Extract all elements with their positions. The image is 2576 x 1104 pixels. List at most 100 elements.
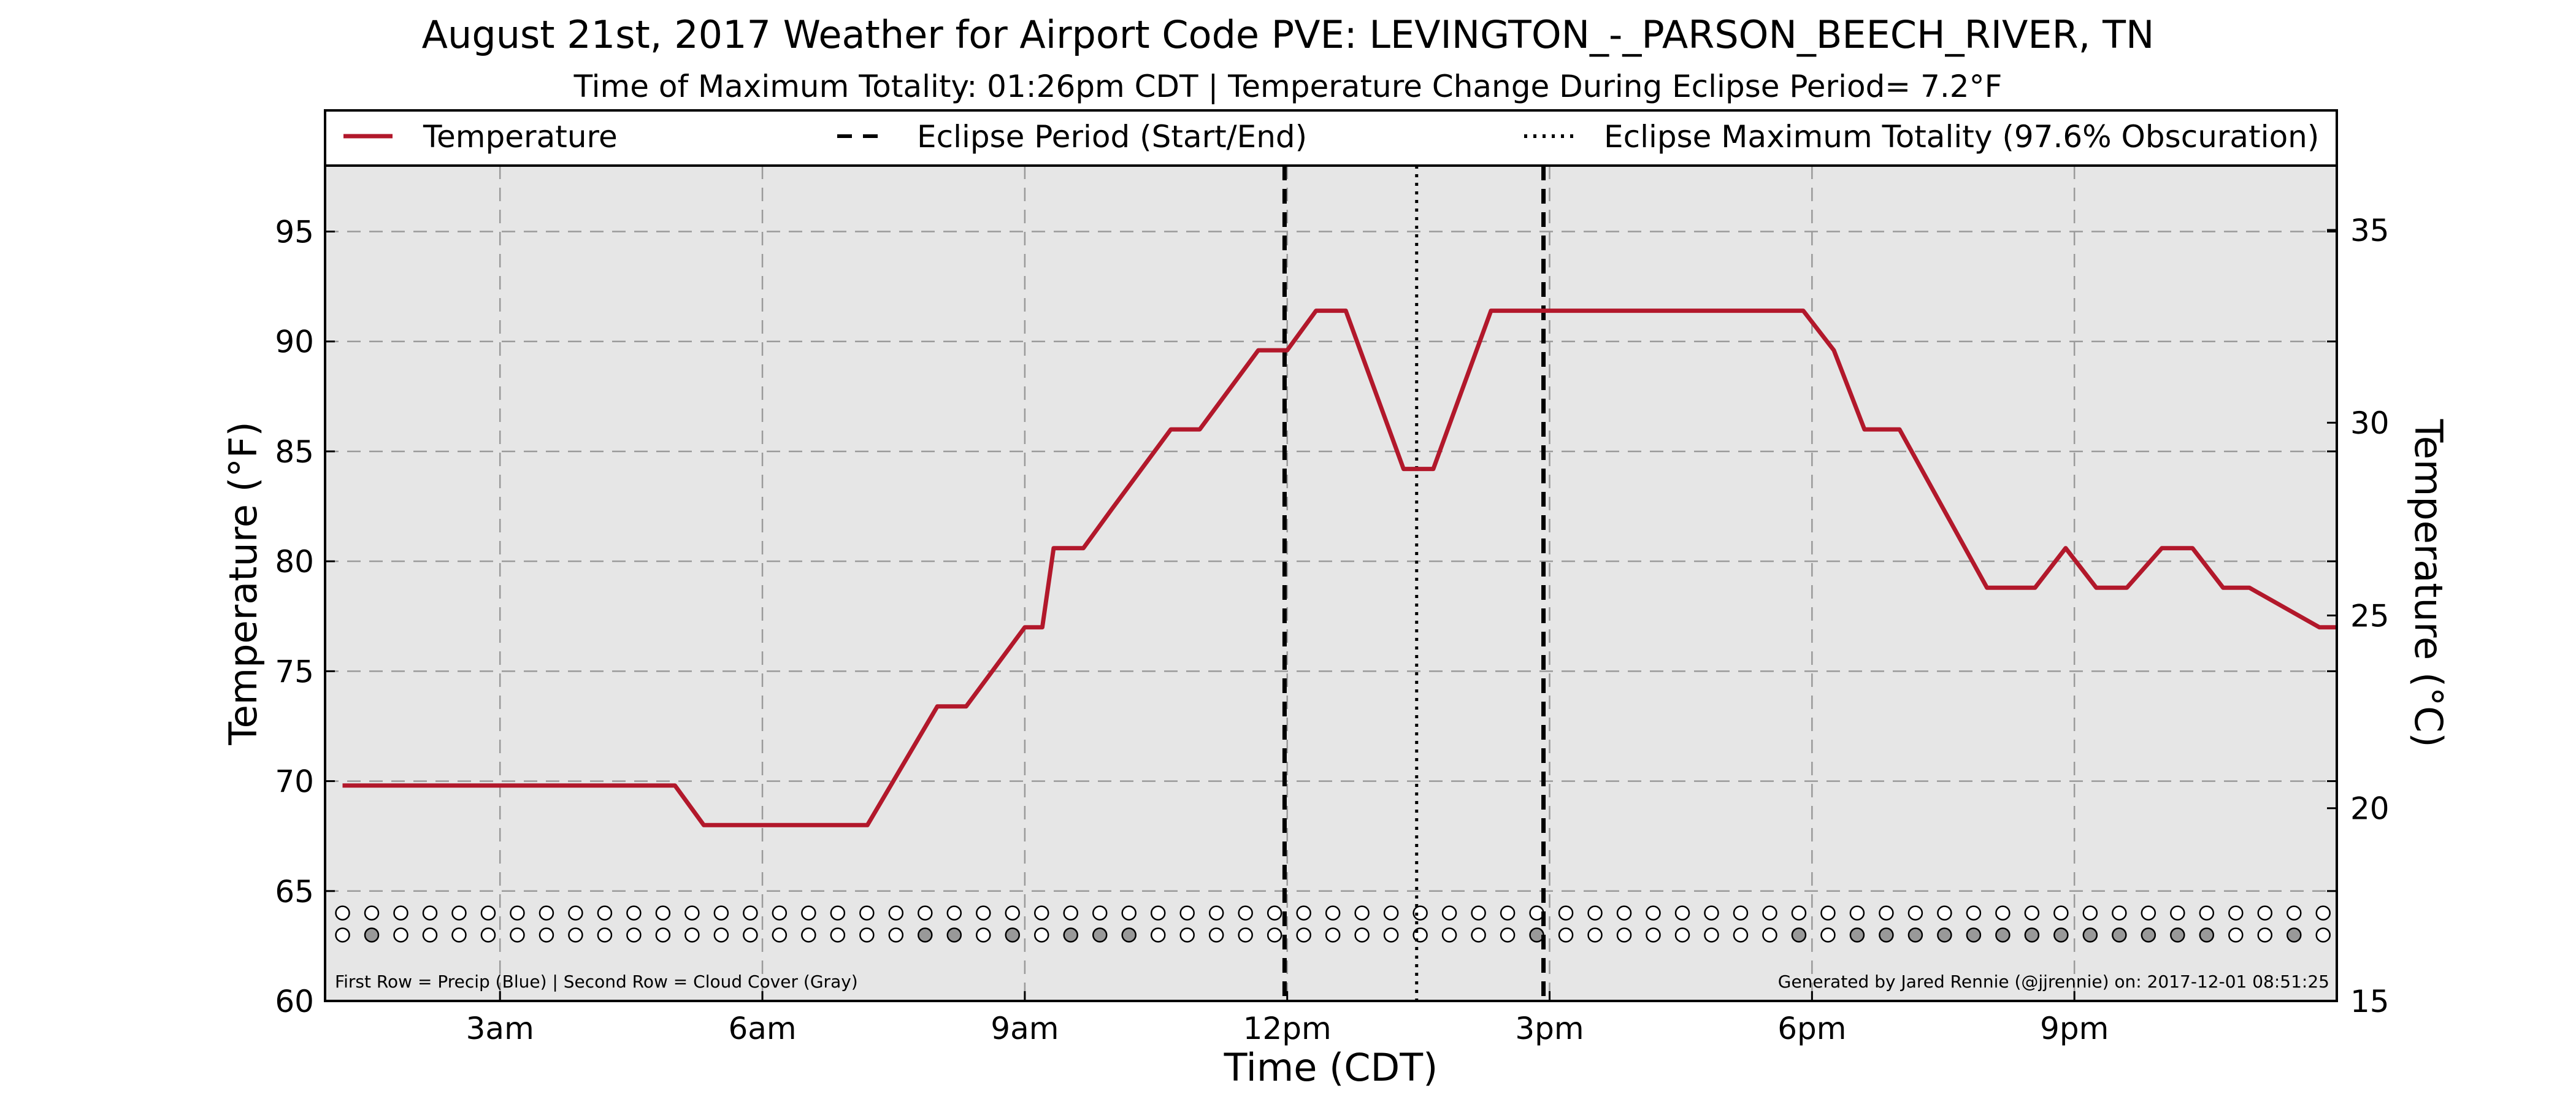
x-axis-label: Time (CDT) (1224, 1045, 1438, 1090)
cloud-dot (1674, 927, 1690, 943)
cloud-dot (335, 927, 350, 943)
eclipse-lines (1282, 166, 1546, 1001)
precip-dot (2053, 905, 2069, 921)
cloud-dot (1238, 927, 1253, 943)
precip-dot (1733, 905, 1749, 921)
precip-dot (1034, 905, 1049, 921)
cloud-dot (1150, 927, 1166, 943)
cloud-dot (888, 927, 904, 943)
cloud-dot (1063, 927, 1078, 943)
cloud-dot (2082, 927, 2098, 943)
cloud-dot (451, 927, 467, 943)
precip-dot (888, 905, 904, 921)
cloud-dot (510, 927, 525, 943)
precip-dot (1354, 905, 1370, 921)
y-tick-label: 65 (275, 874, 314, 910)
cloud-dot (597, 927, 613, 943)
chart-subtitle: Time of Maximum Totality: 01:26pm CDT | … (573, 69, 2003, 104)
y-tick-label: 75 (275, 654, 314, 689)
precip-dot (1267, 905, 1282, 921)
footnote-right: Generated by Jared Rennie (@jjrennie) on… (1778, 972, 2329, 992)
cloud-dot (1937, 927, 1952, 943)
cloud-dot (2170, 927, 2185, 943)
cloud-dot (1995, 927, 2011, 943)
precip-dot (713, 905, 729, 921)
cloud-dot (859, 927, 875, 943)
precip-dot (1762, 905, 1777, 921)
precip-dot (422, 905, 438, 921)
cloud-dot (1296, 927, 1311, 943)
cloud-dot (422, 927, 438, 943)
x-tick-label: 6pm (1777, 1011, 1846, 1046)
series-lines (342, 309, 2337, 827)
precip-dot (1646, 905, 1661, 921)
x-tick-label: 9am (991, 1011, 1059, 1046)
cloud-dot (2257, 927, 2273, 943)
cloud-dot (713, 927, 729, 943)
precip-dot (1674, 905, 1690, 921)
precip-dot (1325, 905, 1341, 921)
cloud-dot (480, 927, 496, 943)
x-axis: 3am 6am 9am 12pm 3pm 6pm 9pm (466, 991, 2109, 1046)
precip-dot (2315, 905, 2331, 921)
cloud-dot (1441, 927, 1457, 943)
precip-dot (946, 905, 962, 921)
cloud-dot (2287, 927, 2302, 943)
temperature-line (342, 309, 2337, 827)
cloud-dot (1179, 927, 1195, 943)
y-axis-left: 60 65 70 75 80 85 90 95 (275, 215, 2337, 1019)
y-axis-label-right: Temperature (°C) (2406, 418, 2451, 747)
y-tick-label: 90 (275, 324, 314, 360)
precip-dot (772, 905, 788, 921)
precip-dot (2024, 905, 2040, 921)
precip-dot (539, 905, 554, 921)
precip-dot (1383, 905, 1399, 921)
cloud-dot (2228, 927, 2244, 943)
legend: Temperature Eclipse Period (Start/End) Ecl… (324, 109, 2338, 167)
cloud-dot (1820, 927, 1836, 943)
cloud-dot (1325, 927, 1341, 943)
precip-dot (1791, 905, 1807, 921)
y-right-tick-label: 15 (2350, 984, 2390, 1019)
precip-dot (1704, 905, 1719, 921)
y-tick-label: 60 (275, 984, 314, 1019)
cloud-dot (946, 927, 962, 943)
cloud-dot (1791, 927, 1807, 943)
cloud-dot (1034, 927, 1049, 943)
cloud-dot (743, 927, 758, 943)
y-right-tick-label: 30 (2350, 405, 2390, 441)
cloud-dot (918, 927, 933, 943)
cloud-dot (1354, 927, 1370, 943)
precip-dot (626, 905, 642, 921)
legend-label-temperature: Temperature (423, 119, 618, 155)
y-tick-label: 95 (275, 215, 314, 250)
cloud-dot (1208, 927, 1224, 943)
precip-dot (2082, 905, 2098, 921)
cloud-dot (2024, 927, 2040, 943)
precip-dot (1500, 905, 1516, 921)
precip-dot (1616, 905, 1632, 921)
precip-dot (976, 905, 991, 921)
cloud-dot (801, 927, 816, 943)
cloud-dot (1849, 927, 1865, 943)
precip-dot (2228, 905, 2244, 921)
precip-dot (2141, 905, 2156, 921)
cloud-dot (830, 927, 846, 943)
y-tick-label: 80 (275, 544, 314, 580)
chart-title: August 21st, 2017 Weather for Airport Co… (422, 12, 2155, 57)
cloud-dot (2199, 927, 2215, 943)
cloud-dot (1121, 927, 1137, 943)
y-axis-label: Temperature (°F) (221, 421, 266, 745)
legend-label-max_totality: Eclipse Maximum Totality (97.6% Obscurat… (1604, 119, 2319, 155)
precip-dot (2112, 905, 2127, 921)
precip-dot (1558, 905, 1574, 921)
x-tick-label: 6am (728, 1011, 796, 1046)
precip-dot (480, 905, 496, 921)
precip-dot (1092, 905, 1108, 921)
precip-dot (597, 905, 613, 921)
precip-dot (1005, 905, 1021, 921)
precip-dot (1413, 905, 1428, 921)
cloud-dot (655, 927, 671, 943)
cloud-dot (1879, 927, 1894, 943)
